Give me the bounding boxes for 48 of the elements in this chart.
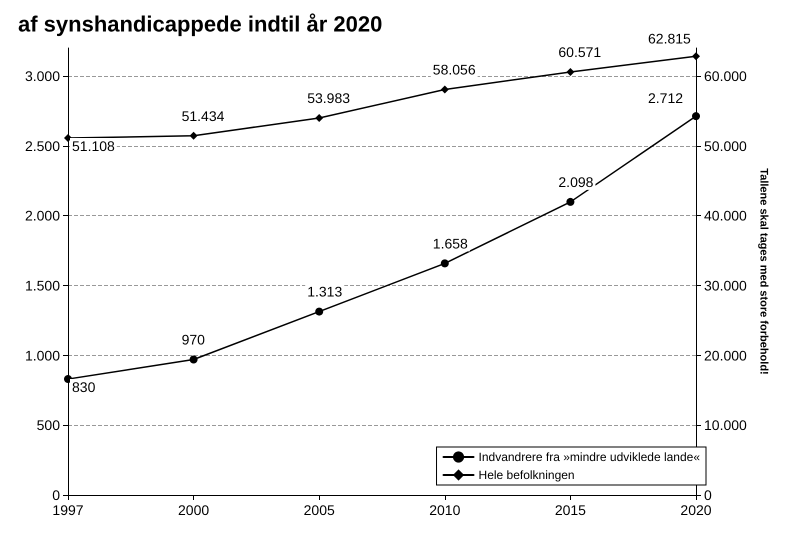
point [190, 132, 198, 140]
data-label: 58.056 [432, 62, 476, 78]
point [190, 356, 198, 364]
y2-tick-label: 60.000 [704, 68, 748, 84]
data-label: 60.571 [558, 44, 602, 60]
y2-tick-label: 0 [704, 487, 712, 503]
point [692, 52, 700, 60]
point [315, 308, 324, 316]
y-tick-label: 0 [52, 487, 60, 503]
y-tick-label: 2.000 [24, 208, 60, 224]
data-label: 2.712 [648, 90, 684, 106]
point [64, 134, 72, 142]
x-tick-label: 2000 [178, 502, 210, 518]
data-label: 62.815 [648, 30, 692, 46]
y2-tick-label: 10.000 [704, 417, 748, 434]
y-tick-label: 3.000 [24, 68, 60, 84]
point [440, 259, 449, 268]
data-label: 2.098 [558, 174, 594, 190]
data-label: 51.108 [72, 138, 116, 154]
y-tick-label: 1.000 [24, 347, 60, 364]
x-tick-label: 2015 [554, 502, 586, 518]
y2-axis-title: Tallene skal tages med store forbehold! [758, 168, 770, 375]
data-label: 830 [72, 379, 96, 396]
data-label: 53.983 [307, 90, 350, 106]
point [64, 375, 72, 384]
data-label: 51.434 [182, 108, 225, 124]
chart-title: af synshandicappede indtil år 2020 [18, 12, 382, 36]
y2-tick-label: 30.000 [704, 277, 748, 294]
legend-label: Hele befolkningen [478, 468, 575, 482]
data-label: 1.313 [307, 284, 342, 300]
y2-tick-label: 20.000 [704, 347, 748, 364]
point [566, 68, 574, 76]
point [440, 86, 449, 94]
x-tick-label: 2005 [304, 502, 335, 518]
x-tick-label: 1997 [52, 502, 84, 518]
y2-tick-label: 50.000 [704, 138, 748, 154]
y-tick-label: 1.500 [24, 277, 60, 294]
point [566, 198, 574, 206]
x-tick-label: 2020 [680, 502, 712, 518]
y2-tick-label: 40.000 [704, 208, 748, 224]
data-label: 970 [182, 332, 206, 348]
x-tick-label: 2010 [429, 502, 461, 518]
data-label: 1.658 [432, 235, 468, 252]
y-tick-label: 2.500 [24, 138, 60, 154]
legend-label: Indvandrere fra »mindre udviklede lande« [478, 450, 700, 464]
y-tick-label: 500 [36, 417, 60, 434]
point [315, 114, 324, 122]
point [692, 112, 700, 120]
